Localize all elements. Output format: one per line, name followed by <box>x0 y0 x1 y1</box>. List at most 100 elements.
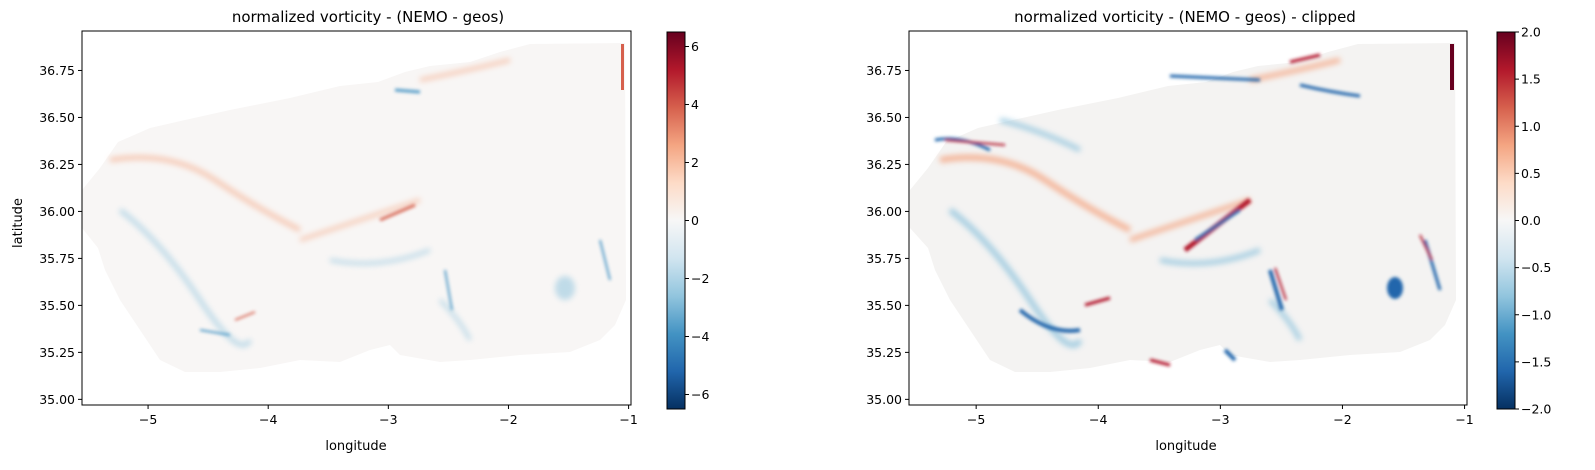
domain-field <box>910 43 1456 372</box>
streak-red <box>299 198 421 242</box>
colorbar-tick-label: 0.5 <box>1521 166 1541 181</box>
eddy-blue <box>555 276 575 300</box>
colorbar-tick-label: 1.5 <box>1521 72 1541 87</box>
streak-red <box>1289 53 1321 64</box>
y-tick-label: 36.50 <box>866 110 902 125</box>
streak-blue <box>1299 83 1361 98</box>
colorbar-ramp <box>666 31 686 410</box>
heatmap-field <box>82 43 626 372</box>
edge-band-red <box>621 44 624 90</box>
colorbar-ramp <box>1496 31 1516 410</box>
colorbar-tick-label: −6 <box>691 387 709 402</box>
streak-blue <box>438 298 472 341</box>
streak-red <box>1129 197 1251 243</box>
streak-red <box>234 311 256 321</box>
y-axis: 35.00 35.25 35.50 35.75 36.00 36.25 36.50 36.75 <box>866 63 909 407</box>
y-tick-label: 36.50 <box>39 110 75 125</box>
streak-blue <box>1159 247 1261 266</box>
x-axis-label: longitude <box>1155 439 1216 454</box>
streak-blue <box>329 248 431 266</box>
colorbar-tick-label: −1.0 <box>1521 307 1551 322</box>
streak-blue <box>118 208 253 348</box>
edge-band-red <box>1450 44 1454 90</box>
x-tick-label: −4 <box>259 412 277 427</box>
streak-blue <box>1194 208 1241 242</box>
streak-blue <box>1223 348 1237 362</box>
streak-red <box>944 139 1006 146</box>
y-tick-label: 35.75 <box>866 251 902 266</box>
colorbar-tick-label: −2 <box>691 271 709 286</box>
colorbar-tick-label: 4 <box>691 97 699 112</box>
colorbar-tick-label: −0.5 <box>1521 260 1551 275</box>
colorbar-ticks: −6 −4 −2 0 2 4 6 <box>685 39 709 402</box>
x-axis-label: longitude <box>325 439 386 454</box>
y-axis-label: latitude <box>11 198 26 248</box>
streak-blue <box>1018 308 1081 333</box>
y-tick-label: 35.25 <box>866 345 902 360</box>
x-tick-label: −5 <box>139 412 157 427</box>
y-tick-label: 35.25 <box>39 345 75 360</box>
streak-blue <box>199 329 231 336</box>
streak-blue <box>999 117 1082 153</box>
streak-red <box>109 155 302 233</box>
colorbar-tick-label: 0.0 <box>1521 213 1541 228</box>
eddy-blue <box>1387 277 1403 299</box>
x-tick-label: −2 <box>1333 412 1351 427</box>
chart-title: normalized vorticity - (NEMO - geos) - c… <box>1014 8 1356 26</box>
streak-red <box>1149 358 1171 367</box>
y-tick-label: 36.25 <box>39 157 75 172</box>
panel-clipped: normalized vorticity - (NEMO - geos) - c… <box>866 8 1551 454</box>
y-tick-label: 36.25 <box>866 157 902 172</box>
streak-red <box>1084 296 1111 307</box>
plot-area-frame <box>81 30 632 406</box>
x-tick-label: −1 <box>1455 412 1473 427</box>
heatmap-field <box>910 43 1456 372</box>
colorbar-ticks: −2.0 −1.5 −1.0 −0.5 0.0 0.5 1.0 1.5 2.0 <box>1515 25 1551 417</box>
streak-red <box>379 203 416 222</box>
y-axis: 35.00 35.25 35.50 35.75 36.00 36.25 36.50 36.75 <box>39 63 82 407</box>
panel-unclipped: normalized vorticity - (NEMO - geos) <box>11 8 709 454</box>
y-tick-label: 35.75 <box>39 251 75 266</box>
domain-field <box>82 43 626 372</box>
colorbar-tick-label: 2 <box>691 155 699 170</box>
y-tick-label: 35.50 <box>866 298 902 313</box>
streak-blue <box>394 88 421 94</box>
y-tick-label: 35.50 <box>39 298 75 313</box>
x-tick-label: −2 <box>499 412 517 427</box>
streak-blue <box>1268 269 1284 311</box>
x-tick-label: −3 <box>379 412 397 427</box>
y-tick-label: 35.00 <box>39 392 75 407</box>
x-tick-label: −4 <box>1089 412 1107 427</box>
colorbar-tick-label: −2.0 <box>1521 402 1551 417</box>
plot-area-frame <box>908 30 1468 406</box>
colorbar-tick-label: −4 <box>691 329 709 344</box>
y-tick-label: 36.00 <box>866 204 902 219</box>
colorbar: −2.0 −1.5 −1.0 −0.5 0.0 0.5 1.0 1.5 2.0 <box>1496 25 1551 417</box>
y-tick-label: 36.75 <box>39 63 75 78</box>
streak-red <box>419 58 511 82</box>
x-tick-label: −1 <box>619 412 637 427</box>
colorbar-tick-label: 0 <box>691 213 699 228</box>
streak-red <box>1249 57 1341 83</box>
streak-red <box>1274 267 1287 301</box>
streak-blue <box>1268 298 1303 342</box>
x-tick-label: −5 <box>967 412 985 427</box>
streak-blue <box>599 239 611 281</box>
streak-blue <box>1169 74 1261 82</box>
colorbar-tick-label: 1.0 <box>1521 119 1541 134</box>
colorbar-tick-label: −1.5 <box>1521 354 1551 369</box>
x-axis: −5 −4 −3 −2 −1 <box>139 405 638 427</box>
streak-blue <box>444 269 453 311</box>
colorbar-tick-label: 6 <box>691 39 699 54</box>
y-tick-label: 36.00 <box>39 204 75 219</box>
streak-blue <box>948 207 1083 348</box>
streak-red <box>1419 234 1433 261</box>
chart-title: normalized vorticity - (NEMO - geos) <box>232 8 504 26</box>
streak-blue <box>934 137 991 152</box>
colorbar-tick-label: 2.0 <box>1521 25 1541 40</box>
x-axis: −5 −4 −3 −2 −1 <box>967 405 1474 427</box>
colorbar: −6 −4 −2 0 2 4 6 <box>666 31 709 410</box>
streak-red <box>939 154 1132 233</box>
x-tick-label: −3 <box>1211 412 1229 427</box>
